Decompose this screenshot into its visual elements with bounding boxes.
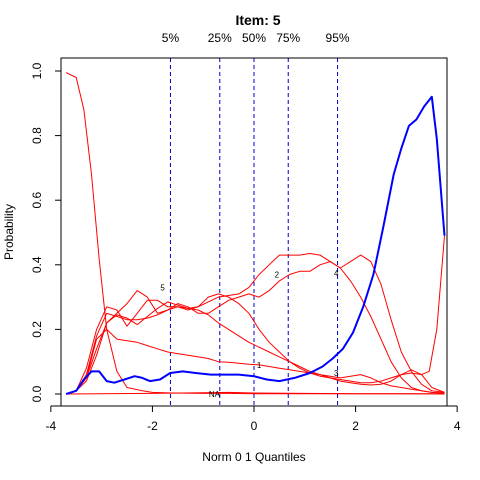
option-line	[65, 261, 445, 395]
y-tick-label: 0.0	[30, 385, 44, 402]
quantile-labels: 5% 25% 50% 75% 95%	[162, 31, 350, 45]
curve-label: 2	[275, 270, 280, 279]
option-line	[65, 328, 445, 395]
curve-labels: 5 2 4 1 3 NA	[160, 269, 339, 399]
y-tick-label: 1.0	[30, 62, 44, 79]
y-tick-label: 0.8	[30, 127, 44, 144]
curve-label: 5	[160, 283, 165, 292]
x-axis-label: Norm 0 1 Quantiles	[202, 450, 305, 464]
x-tick-label: 2	[352, 419, 359, 433]
curve-label: 4	[334, 269, 339, 278]
y-tick-label: 0.6	[30, 192, 44, 209]
option-line	[66, 391, 445, 395]
chart-title: Item: 5	[235, 12, 280, 28]
curve-label: 1	[257, 361, 262, 370]
quantile-label: 95%	[326, 31, 350, 45]
x-axis: -4 -2 0 2 4	[46, 405, 461, 433]
x-tick-label: 0	[251, 419, 258, 433]
quantile-label: 75%	[276, 31, 300, 45]
series-layer	[65, 72, 446, 395]
x-tick-label: -2	[147, 419, 158, 433]
x-tick-label: -4	[46, 419, 57, 433]
curve-label: NA	[209, 390, 221, 399]
quantile-label: 50%	[242, 31, 266, 45]
x-tick-label: 4	[454, 419, 461, 433]
y-axis: 0.0 0.2 0.4 0.6 0.8 1.0	[30, 62, 62, 402]
y-tick-label: 0.4	[30, 256, 44, 273]
option-line	[65, 235, 445, 395]
quantile-label: 5%	[162, 31, 180, 45]
option-line	[65, 253, 445, 395]
quantile-lines	[169, 58, 339, 406]
y-axis-label: Probability	[2, 204, 16, 260]
option-line	[65, 306, 445, 395]
y-tick-label: 0.2	[30, 321, 44, 338]
quantile-label: 25%	[208, 31, 232, 45]
key-response-line	[65, 95, 446, 395]
curve-label: 3	[334, 369, 339, 378]
